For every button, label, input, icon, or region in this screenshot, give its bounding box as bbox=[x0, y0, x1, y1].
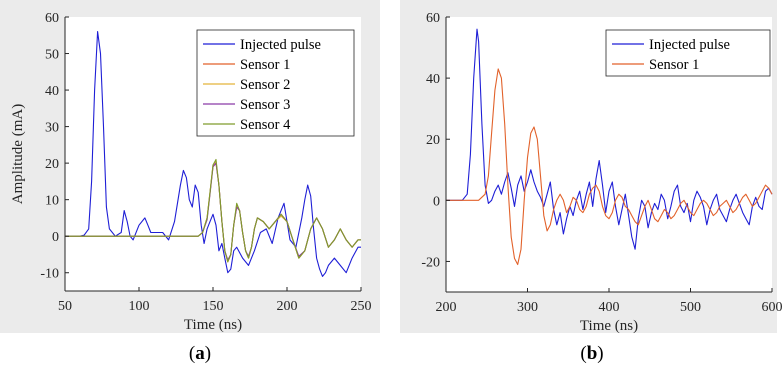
panel-a-plot-area: 50 100 150 200 250 -10 0 10 20 30 40 50 60 Time (ns) A… bbox=[10, 11, 372, 333]
x-tick-label: 50 bbox=[58, 299, 72, 314]
legend-entry: Sensor 2 bbox=[240, 77, 290, 93]
legend-entry: Injected pulse bbox=[240, 37, 321, 53]
series-line-injected-pulse bbox=[446, 28, 773, 250]
panel-b-plot-area: 200 300 400 500 600 -20 0 20 40 60 Time (ns) Inject… bbox=[421, 11, 782, 334]
x-tick-label: 600 bbox=[762, 300, 783, 315]
x-tick-label: 400 bbox=[599, 300, 620, 315]
y-tick-label: -10 bbox=[40, 267, 59, 282]
x-tick-label: 200 bbox=[436, 300, 457, 315]
legend-entry: Sensor 3 bbox=[240, 97, 290, 113]
legend-box bbox=[605, 29, 771, 77]
y-tick-label: -20 bbox=[421, 255, 440, 270]
y-tick-label: 20 bbox=[45, 157, 59, 172]
x-axis-label: Time (ns) bbox=[580, 318, 638, 334]
y-tick-label: 40 bbox=[426, 72, 440, 87]
legend-entry: Injected pulse bbox=[649, 37, 730, 53]
x-tick-label: 200 bbox=[277, 299, 298, 314]
panel-b-chart: TUDelftTUDelft 200300400500600-200204060… bbox=[400, 0, 783, 334]
panel-a-chart: TUDelftTUDelft 50100150200250-1001020304… bbox=[0, 0, 380, 333]
x-tick-label: 150 bbox=[203, 299, 224, 314]
x-tick-label: 100 bbox=[129, 299, 150, 314]
legend-entry: Sensor 1 bbox=[240, 57, 290, 73]
y-tick-label: 40 bbox=[45, 84, 59, 99]
y-tick-label: 50 bbox=[45, 48, 59, 63]
y-tick-label: 30 bbox=[45, 121, 59, 136]
y-tick-label: 0 bbox=[52, 230, 59, 245]
y-tick-label: 20 bbox=[426, 133, 440, 148]
series-line-injected-pulse bbox=[65, 31, 361, 277]
x-tick-label: 300 bbox=[517, 300, 538, 315]
legend-entry: Sensor 1 bbox=[649, 57, 699, 73]
series-line-sensor-1 bbox=[446, 68, 773, 266]
y-tick-label: 60 bbox=[426, 11, 440, 26]
x-tick-label: 250 bbox=[351, 299, 372, 314]
y-tick-label: 60 bbox=[45, 11, 59, 26]
x-axis-label: Time (ns) bbox=[184, 317, 242, 333]
y-axis-label: Amplitude (mA) bbox=[10, 104, 26, 204]
legend-box bbox=[196, 29, 355, 137]
series-line-sensor-4 bbox=[65, 158, 361, 263]
y-tick-label: 0 bbox=[433, 194, 440, 209]
panel-b-label: (b) bbox=[580, 343, 603, 364]
legend-entry: Sensor 4 bbox=[240, 117, 291, 133]
y-tick-label: 10 bbox=[45, 194, 59, 209]
panel-a-label: (a) bbox=[189, 343, 211, 364]
x-tick-label: 500 bbox=[680, 300, 701, 315]
